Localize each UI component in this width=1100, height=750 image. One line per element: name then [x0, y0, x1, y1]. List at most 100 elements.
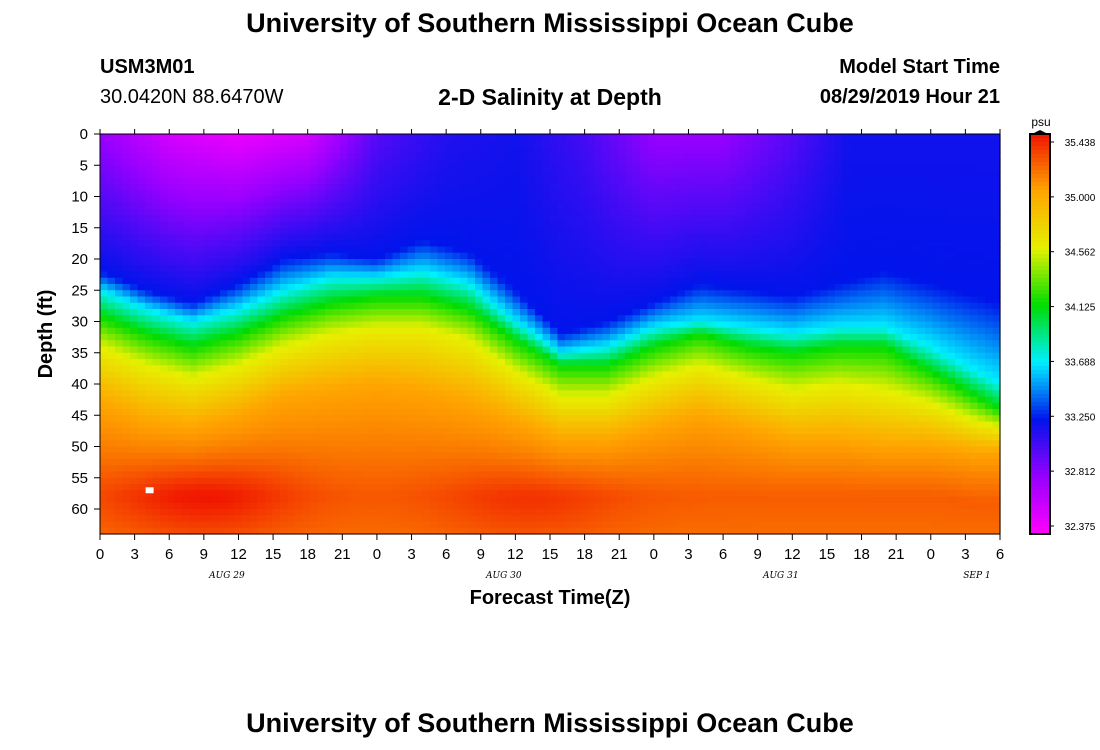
heatmap-cell	[422, 215, 431, 223]
heatmap-cell	[992, 215, 1001, 223]
heatmap-cell	[452, 340, 461, 348]
heatmap-cell	[640, 202, 649, 210]
heatmap-cell	[970, 209, 979, 216]
heatmap-cell	[685, 327, 694, 335]
heatmap-cell	[895, 271, 904, 279]
heatmap-cell	[400, 377, 409, 385]
heatmap-cell	[182, 334, 191, 341]
heatmap-cell	[602, 309, 611, 316]
heatmap-cell	[505, 227, 514, 235]
heatmap-cell	[407, 209, 416, 216]
heatmap-cell	[550, 321, 559, 329]
heatmap-cell	[655, 384, 664, 391]
heatmap-cell	[145, 159, 154, 166]
heatmap-cell	[272, 246, 281, 254]
heatmap-cell	[752, 302, 761, 310]
heatmap-cell	[977, 265, 986, 273]
heatmap-cell	[910, 327, 919, 335]
heatmap-cell	[887, 327, 896, 335]
heatmap-cell	[587, 302, 596, 310]
heatmap-cell	[355, 384, 364, 391]
heatmap-cell	[392, 384, 401, 391]
heatmap-cell	[782, 227, 791, 235]
heatmap-cell	[107, 302, 116, 310]
heatmap-cell	[422, 159, 431, 166]
heatmap-cell	[595, 390, 604, 398]
heatmap-cell	[512, 209, 521, 216]
heatmap-cell	[580, 365, 589, 373]
heatmap-cell	[115, 377, 124, 385]
heatmap-cell	[827, 252, 836, 260]
heatmap-cell	[917, 221, 926, 229]
heatmap-cell	[572, 340, 581, 348]
heatmap-cell	[887, 384, 896, 391]
model-start-value: 08/29/2019 Hour 21	[819, 86, 1000, 108]
heatmap-cell	[280, 196, 289, 204]
heatmap-cell	[160, 240, 169, 248]
heatmap-cell	[355, 252, 364, 260]
heatmap-cell	[527, 296, 536, 304]
heatmap-cell	[617, 265, 626, 273]
heatmap-cell	[272, 152, 281, 160]
heatmap-cell	[625, 284, 634, 291]
heatmap-cell	[340, 296, 349, 304]
heatmap-cell	[370, 259, 379, 266]
heatmap-cell	[527, 334, 536, 341]
heatmap-cell	[475, 146, 484, 154]
heatmap-cell	[662, 265, 671, 273]
heatmap-cell	[850, 202, 859, 210]
heatmap-cell	[730, 252, 739, 260]
heatmap-cell	[887, 321, 896, 329]
heatmap-cell	[782, 152, 791, 160]
heatmap-cell	[880, 165, 889, 173]
heatmap-cell	[257, 271, 266, 279]
heatmap-cell	[182, 352, 191, 360]
heatmap-cell	[557, 359, 566, 366]
heatmap-cell	[737, 227, 746, 235]
heatmap-cell	[415, 384, 424, 391]
heatmap-cell	[782, 296, 791, 304]
heatmap-cell	[602, 365, 611, 373]
heatmap-cell	[880, 227, 889, 235]
heatmap-cell	[265, 215, 274, 223]
heatmap-cell	[685, 315, 694, 323]
heatmap-cell	[827, 359, 836, 366]
heatmap-cell	[542, 227, 551, 235]
heatmap-cell	[835, 315, 844, 323]
heatmap-cell	[970, 302, 979, 310]
heatmap-cell	[145, 271, 154, 279]
heatmap-cell	[355, 290, 364, 298]
heatmap-cell	[332, 265, 341, 273]
heatmap-cell	[317, 327, 326, 335]
heatmap-cell	[677, 234, 686, 241]
heatmap-cell	[715, 271, 724, 279]
heatmap-cell	[415, 202, 424, 210]
heatmap-cell	[610, 377, 619, 385]
heatmap-cell	[400, 202, 409, 210]
heatmap-cell	[272, 277, 281, 285]
heatmap-cell	[977, 302, 986, 310]
heatmap-cell	[812, 277, 821, 285]
heatmap-cell	[205, 271, 214, 279]
heatmap-cell	[692, 309, 701, 316]
heatmap-cell	[272, 221, 281, 229]
heatmap-cell	[805, 384, 814, 391]
heatmap-cell	[962, 146, 971, 154]
heatmap-cell	[347, 171, 356, 179]
heatmap-cell	[220, 296, 229, 304]
heatmap-cell	[445, 284, 454, 291]
heatmap-cell	[857, 321, 866, 329]
heatmap-cell	[565, 240, 574, 248]
heatmap-cell	[377, 140, 386, 148]
heatmap-cell	[190, 152, 199, 160]
heatmap-cell	[370, 384, 379, 391]
heatmap-cell	[902, 152, 911, 160]
heatmap-cell	[467, 171, 476, 179]
heatmap-cell	[970, 190, 979, 198]
heatmap-cell	[227, 390, 236, 398]
heatmap-cell	[257, 146, 266, 154]
heatmap-cell	[317, 309, 326, 316]
heatmap-cell	[272, 196, 281, 204]
heatmap-cell	[212, 190, 221, 198]
heatmap-cell	[490, 334, 499, 341]
